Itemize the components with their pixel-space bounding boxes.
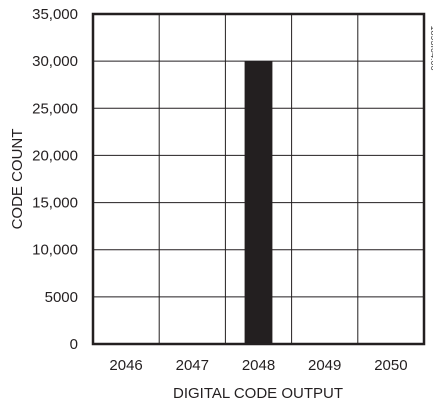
figure-id-label: 1893f04.06	[429, 25, 433, 70]
y-tick-label: 35,000	[32, 6, 78, 23]
x-axis-label: DIGITAL CODE OUTPUT	[173, 385, 343, 402]
x-tick-label: 2049	[308, 357, 341, 374]
x-tick-label: 2050	[374, 357, 407, 374]
y-tick-label: 0	[70, 336, 78, 353]
y-tick-label: 20,000	[32, 147, 78, 164]
y-axis-label: CODE COUNT	[9, 129, 26, 230]
y-tick-label: 15,000	[32, 195, 78, 212]
y-tick-labels: 0 5000 10,000 15,000 20,000 25,000 30,000 35,00…	[32, 6, 78, 353]
y-tick-label: 5000	[45, 289, 78, 306]
x-tick-label: 2048	[242, 357, 275, 374]
x-tick-label: 2046	[109, 357, 142, 374]
y-tick-label: 10,000	[32, 242, 78, 259]
x-tick-labels: 2046 2047 2048 2049 2050	[109, 357, 407, 374]
x-tick-label: 2047	[176, 357, 209, 374]
y-tick-label: 25,000	[32, 100, 78, 117]
plot-frame	[91, 12, 426, 346]
bars	[244, 61, 273, 345]
bar	[244, 61, 273, 345]
y-tick-label: 30,000	[32, 53, 78, 70]
